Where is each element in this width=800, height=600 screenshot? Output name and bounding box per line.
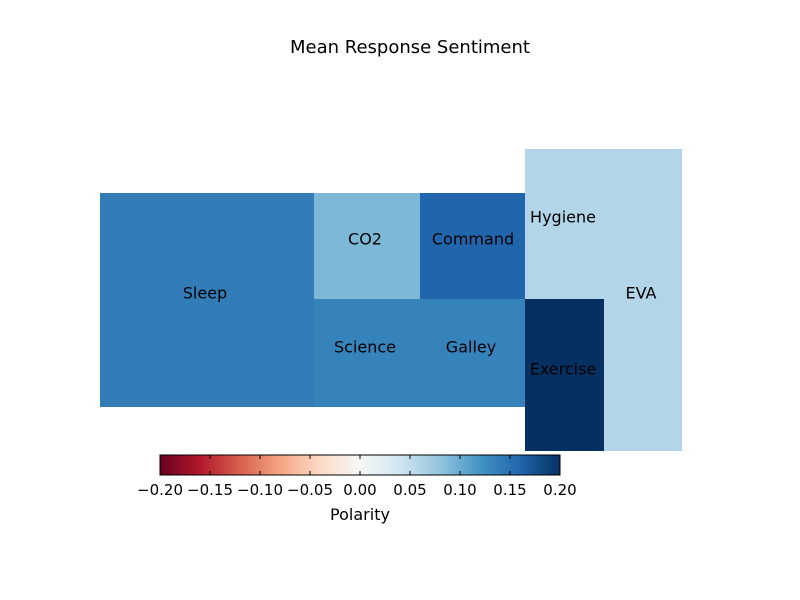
cell-galley [420,299,526,407]
colorbar-tick-label: −0.20 [137,481,183,499]
cell-label-galley: Galley [446,338,496,357]
colorbar-label: Polarity [330,505,390,524]
cell-co2 [314,193,420,299]
cell-label-hygiene: Hygiene [530,208,596,227]
cell-science [314,299,420,407]
treemap-cells: Sleep CO2 Command Science Galley Hygiene Exerc… [100,149,682,451]
cell-command [420,193,526,299]
colorbar-tick-label: −0.15 [187,481,233,499]
colorbar-tick-label: 0.05 [393,481,426,499]
colorbar-tick-label: −0.10 [237,481,283,499]
colorbar-ticks: −0.20 −0.15 −0.10 −0.05 0.00 0.05 0.10 0.15 0.20 [137,455,577,499]
colorbar-tick-label: 0.00 [343,481,376,499]
cell-label-exercise: Exercise [530,360,597,379]
cell-label-command: Command [432,230,514,249]
cell-label-co2: CO2 [348,230,382,249]
colorbar: −0.20 −0.15 −0.10 −0.05 0.00 0.05 0.10 0.15 0.20… [137,454,577,524]
cell-label-science: Science [334,338,396,357]
colorbar-tick-label: 0.15 [493,481,526,499]
cell-sleep [100,193,314,407]
cell-exercise [525,299,604,451]
chart-title: Mean Response Sentiment [290,37,530,58]
cell-eva [604,149,682,451]
colorbar-tick-label: 0.10 [443,481,476,499]
cell-label-sleep: Sleep [183,284,227,303]
colorbar-tick-label: −0.05 [287,481,333,499]
cell-label-eva: EVA [626,284,657,303]
colorbar-tick-label: 0.20 [543,481,576,499]
